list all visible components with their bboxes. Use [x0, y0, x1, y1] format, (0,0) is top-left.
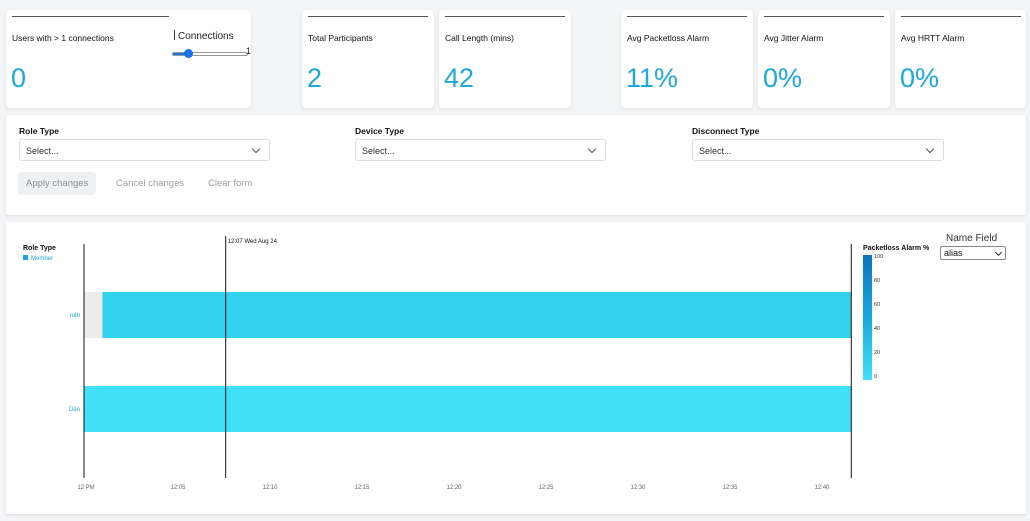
cancel-changes-button[interactable]: Cancel changes [116, 178, 185, 189]
card-divider [12, 16, 169, 17]
card-divider [445, 16, 565, 17]
legend-title: Role Type [23, 245, 56, 252]
card-value: 11% [626, 63, 679, 93]
card-title: Call Length (mins) [445, 33, 514, 43]
legend-item: Member [31, 256, 53, 262]
card-title: Users with > 1 connections [12, 33, 114, 43]
card-title: Total Participants [308, 33, 373, 43]
role-type-label: Role Type [19, 126, 59, 136]
device-type-select[interactable]: Select... [355, 139, 606, 161]
colorbar [863, 255, 872, 380]
card-users-multi-connections: Users with > 1 connections 0 Connections… [6, 10, 251, 108]
card-value: 2 [307, 63, 323, 93]
row-label: ruth [70, 313, 80, 319]
card-total-participants: Total Participants 2 [302, 10, 434, 108]
colorbar-tick: 20 [874, 350, 880, 356]
card-value: 42 [444, 63, 475, 93]
name-field-label: Name Field [946, 233, 998, 244]
card-title: Avg Jitter Alarm [764, 33, 824, 43]
colorbar-tick: 80 [874, 278, 880, 284]
legend-swatch [23, 255, 28, 260]
card-title: Avg Packetloss Alarm [627, 33, 710, 43]
timeline-chart-panel [6, 222, 1026, 514]
colorbar-tick: 0 [874, 374, 877, 380]
name-field-value: alias [944, 248, 963, 258]
connections-label: Connections [174, 30, 234, 42]
card-avg-hrtt: Avg HRTT Alarm 0% [895, 10, 1026, 108]
clear-form-button[interactable]: Clear form [208, 178, 253, 189]
timeline-bar [84, 386, 852, 432]
row-label: Dan [69, 407, 80, 413]
card-avg-jitter: Avg Jitter Alarm 0% [758, 10, 890, 108]
card-value: 0 [11, 63, 27, 93]
connections-slider[interactable] [172, 49, 248, 58]
disconnect-type-label: Disconnect Type [692, 126, 760, 136]
card-divider [764, 16, 884, 17]
x-tick-label: 12:05 [170, 485, 186, 491]
cursor-label: 12:07 Wed Aug 24 [228, 239, 278, 245]
device-type-placeholder: Select... [362, 146, 395, 156]
card-divider [627, 16, 747, 17]
row-gap [84, 292, 103, 338]
colorbar-tick: 100 [874, 254, 883, 260]
card-divider [901, 16, 1021, 17]
name-field-select[interactable]: alias [940, 246, 1006, 260]
x-tick-label: 12:20 [446, 485, 462, 491]
card-call-length: Call Length (mins) 42 [439, 10, 571, 108]
x-tick-label: 12:25 [538, 485, 554, 491]
colorbar-title: Packetloss Alarm % [863, 245, 930, 252]
disconnect-type-select[interactable]: Select... [692, 139, 944, 161]
card-value: 0% [763, 63, 803, 93]
colorbar-tick: 60 [874, 302, 880, 308]
apply-changes-button[interactable]: Apply changes [18, 172, 97, 195]
filters-panel: Role Type Select... Device Type Select..… [6, 115, 1026, 215]
role-type-placeholder: Select... [26, 146, 59, 156]
timeline-bar [102, 292, 852, 338]
card-value: 0% [900, 63, 940, 93]
connections-slider-value: 1 [246, 46, 252, 56]
role-type-select[interactable]: Select... [19, 139, 270, 161]
device-type-label: Device Type [355, 126, 404, 136]
x-tick-label: 12:10 [262, 485, 278, 491]
slider-thumb[interactable] [183, 49, 193, 58]
colorbar-tick: 40 [874, 326, 880, 332]
card-title: Avg HRTT Alarm [901, 33, 965, 43]
x-tick-label: 12:35 [722, 485, 738, 491]
x-tick-label: 12:40 [814, 485, 830, 491]
x-tick-label: 12:30 [630, 485, 646, 491]
card-avg-packetloss: Avg Packetloss Alarm 11% [621, 10, 753, 108]
x-tick-label: 12 PM [77, 485, 94, 491]
card-divider [308, 16, 428, 17]
x-tick-label: 12:15 [354, 485, 370, 491]
chevron-down-icon [994, 248, 1003, 257]
disconnect-type-placeholder: Select... [699, 146, 732, 156]
slider-fill [173, 53, 188, 55]
